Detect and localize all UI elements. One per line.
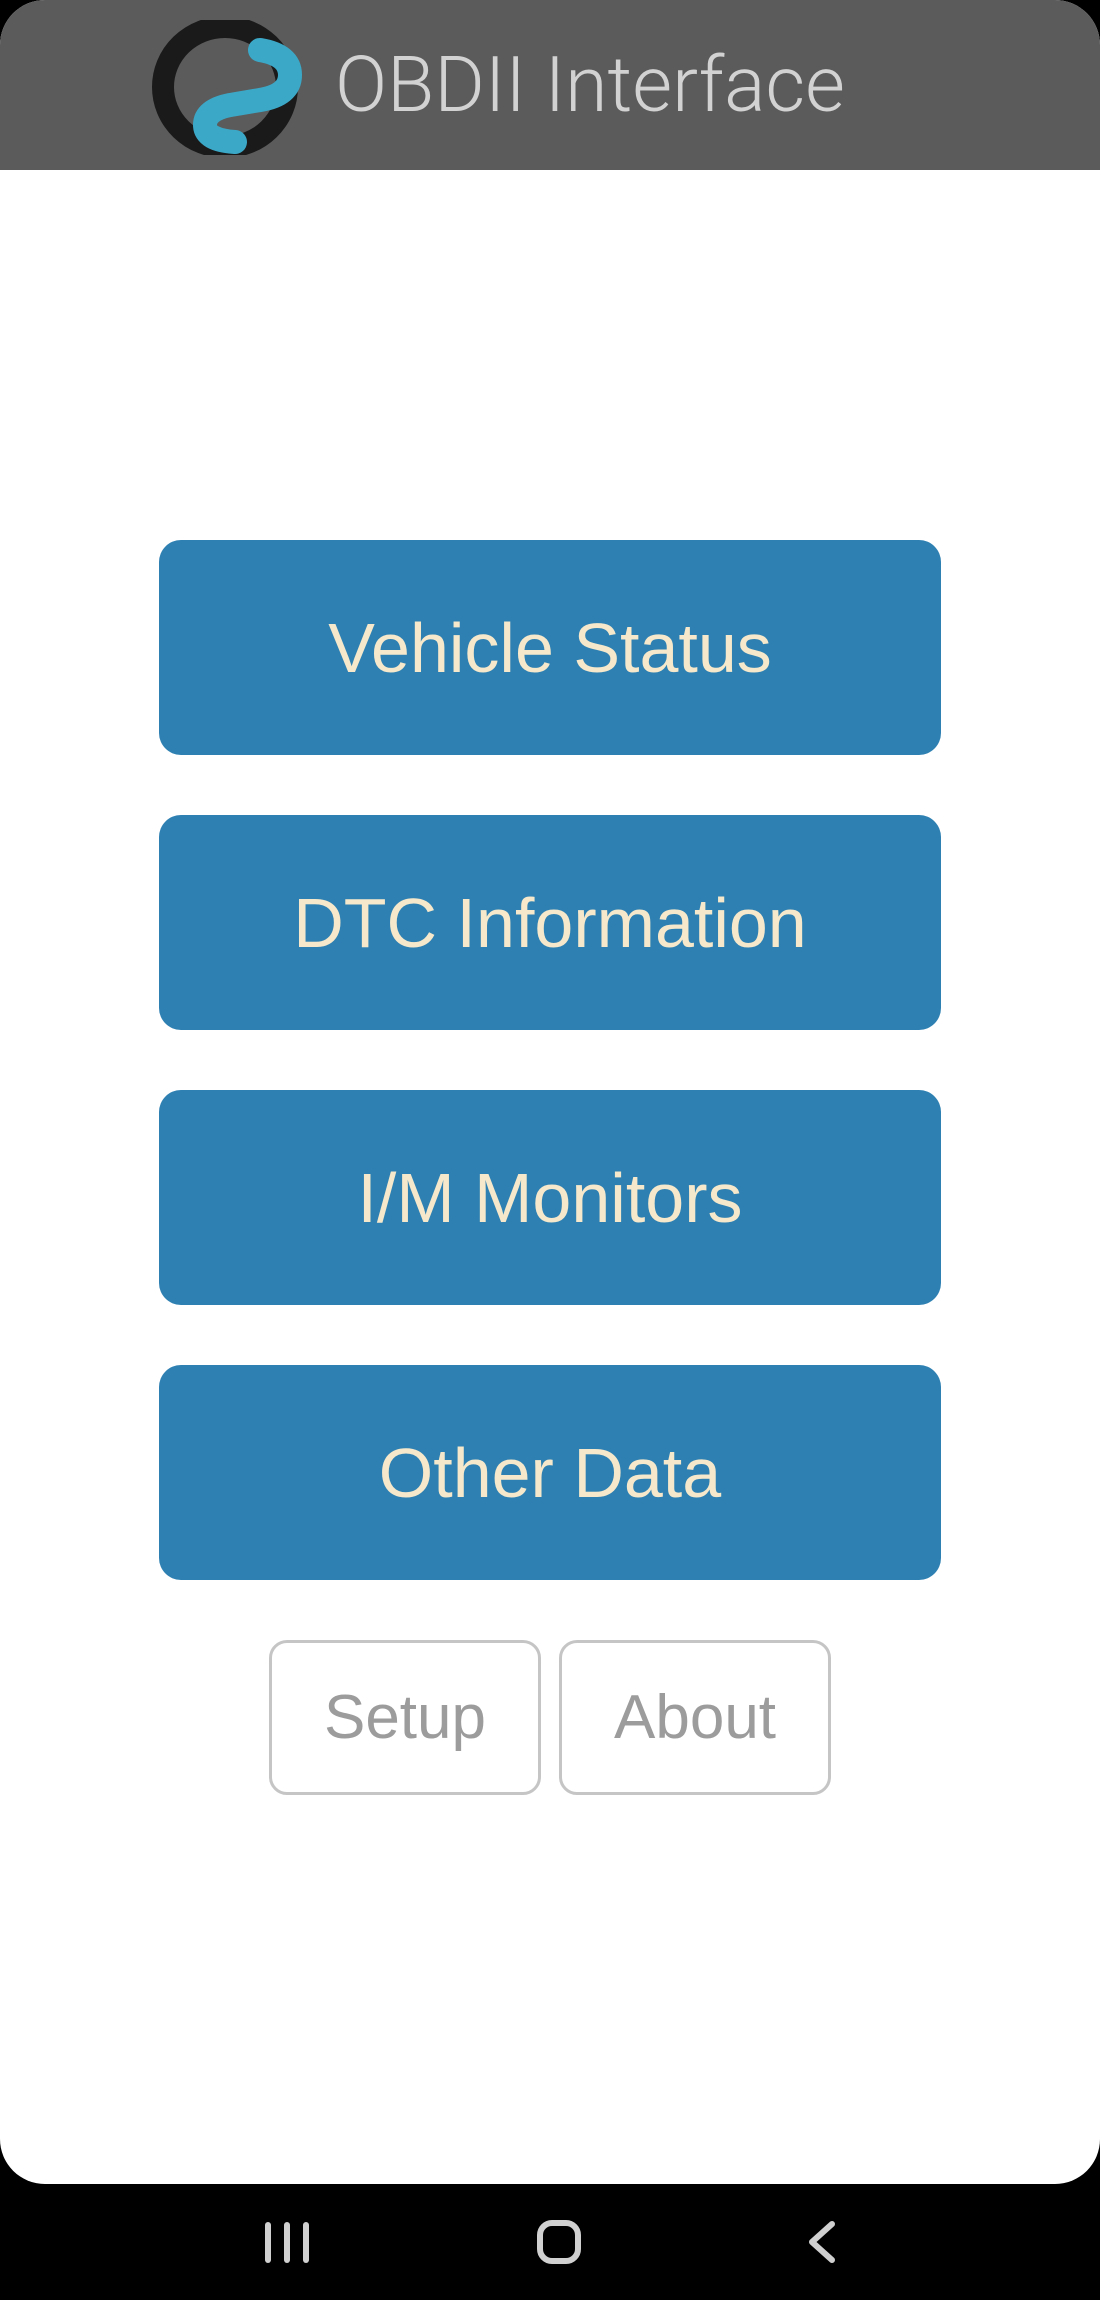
main-menu: Vehicle Status DTC Information I/M Monit… [0, 170, 1100, 1795]
button-label: DTC Information [293, 883, 806, 963]
other-data-button[interactable]: Other Data [159, 1365, 941, 1580]
button-label: About [614, 1682, 776, 1753]
secondary-button-row: Setup About [269, 1640, 831, 1795]
back-icon[interactable] [804, 2218, 840, 2266]
app-screen: OBDII Interface Vehicle Status DTC Infor… [0, 0, 1100, 2184]
app-logo-icon [150, 20, 310, 155]
dtc-information-button[interactable]: DTC Information [159, 815, 941, 1030]
vehicle-status-button[interactable]: Vehicle Status [159, 540, 941, 755]
im-monitors-button[interactable]: I/M Monitors [159, 1090, 941, 1305]
home-icon[interactable] [535, 2218, 583, 2266]
button-label: Setup [324, 1682, 486, 1753]
button-label: Other Data [379, 1433, 721, 1513]
button-label: I/M Monitors [357, 1158, 742, 1238]
setup-button[interactable]: Setup [269, 1640, 541, 1795]
about-button[interactable]: About [559, 1640, 831, 1795]
android-nav-bar [0, 2184, 1100, 2300]
button-label: Vehicle Status [328, 608, 772, 688]
app-header: OBDII Interface [0, 0, 1100, 170]
app-title: OBDII Interface [335, 40, 845, 130]
recents-icon[interactable] [260, 2220, 315, 2265]
